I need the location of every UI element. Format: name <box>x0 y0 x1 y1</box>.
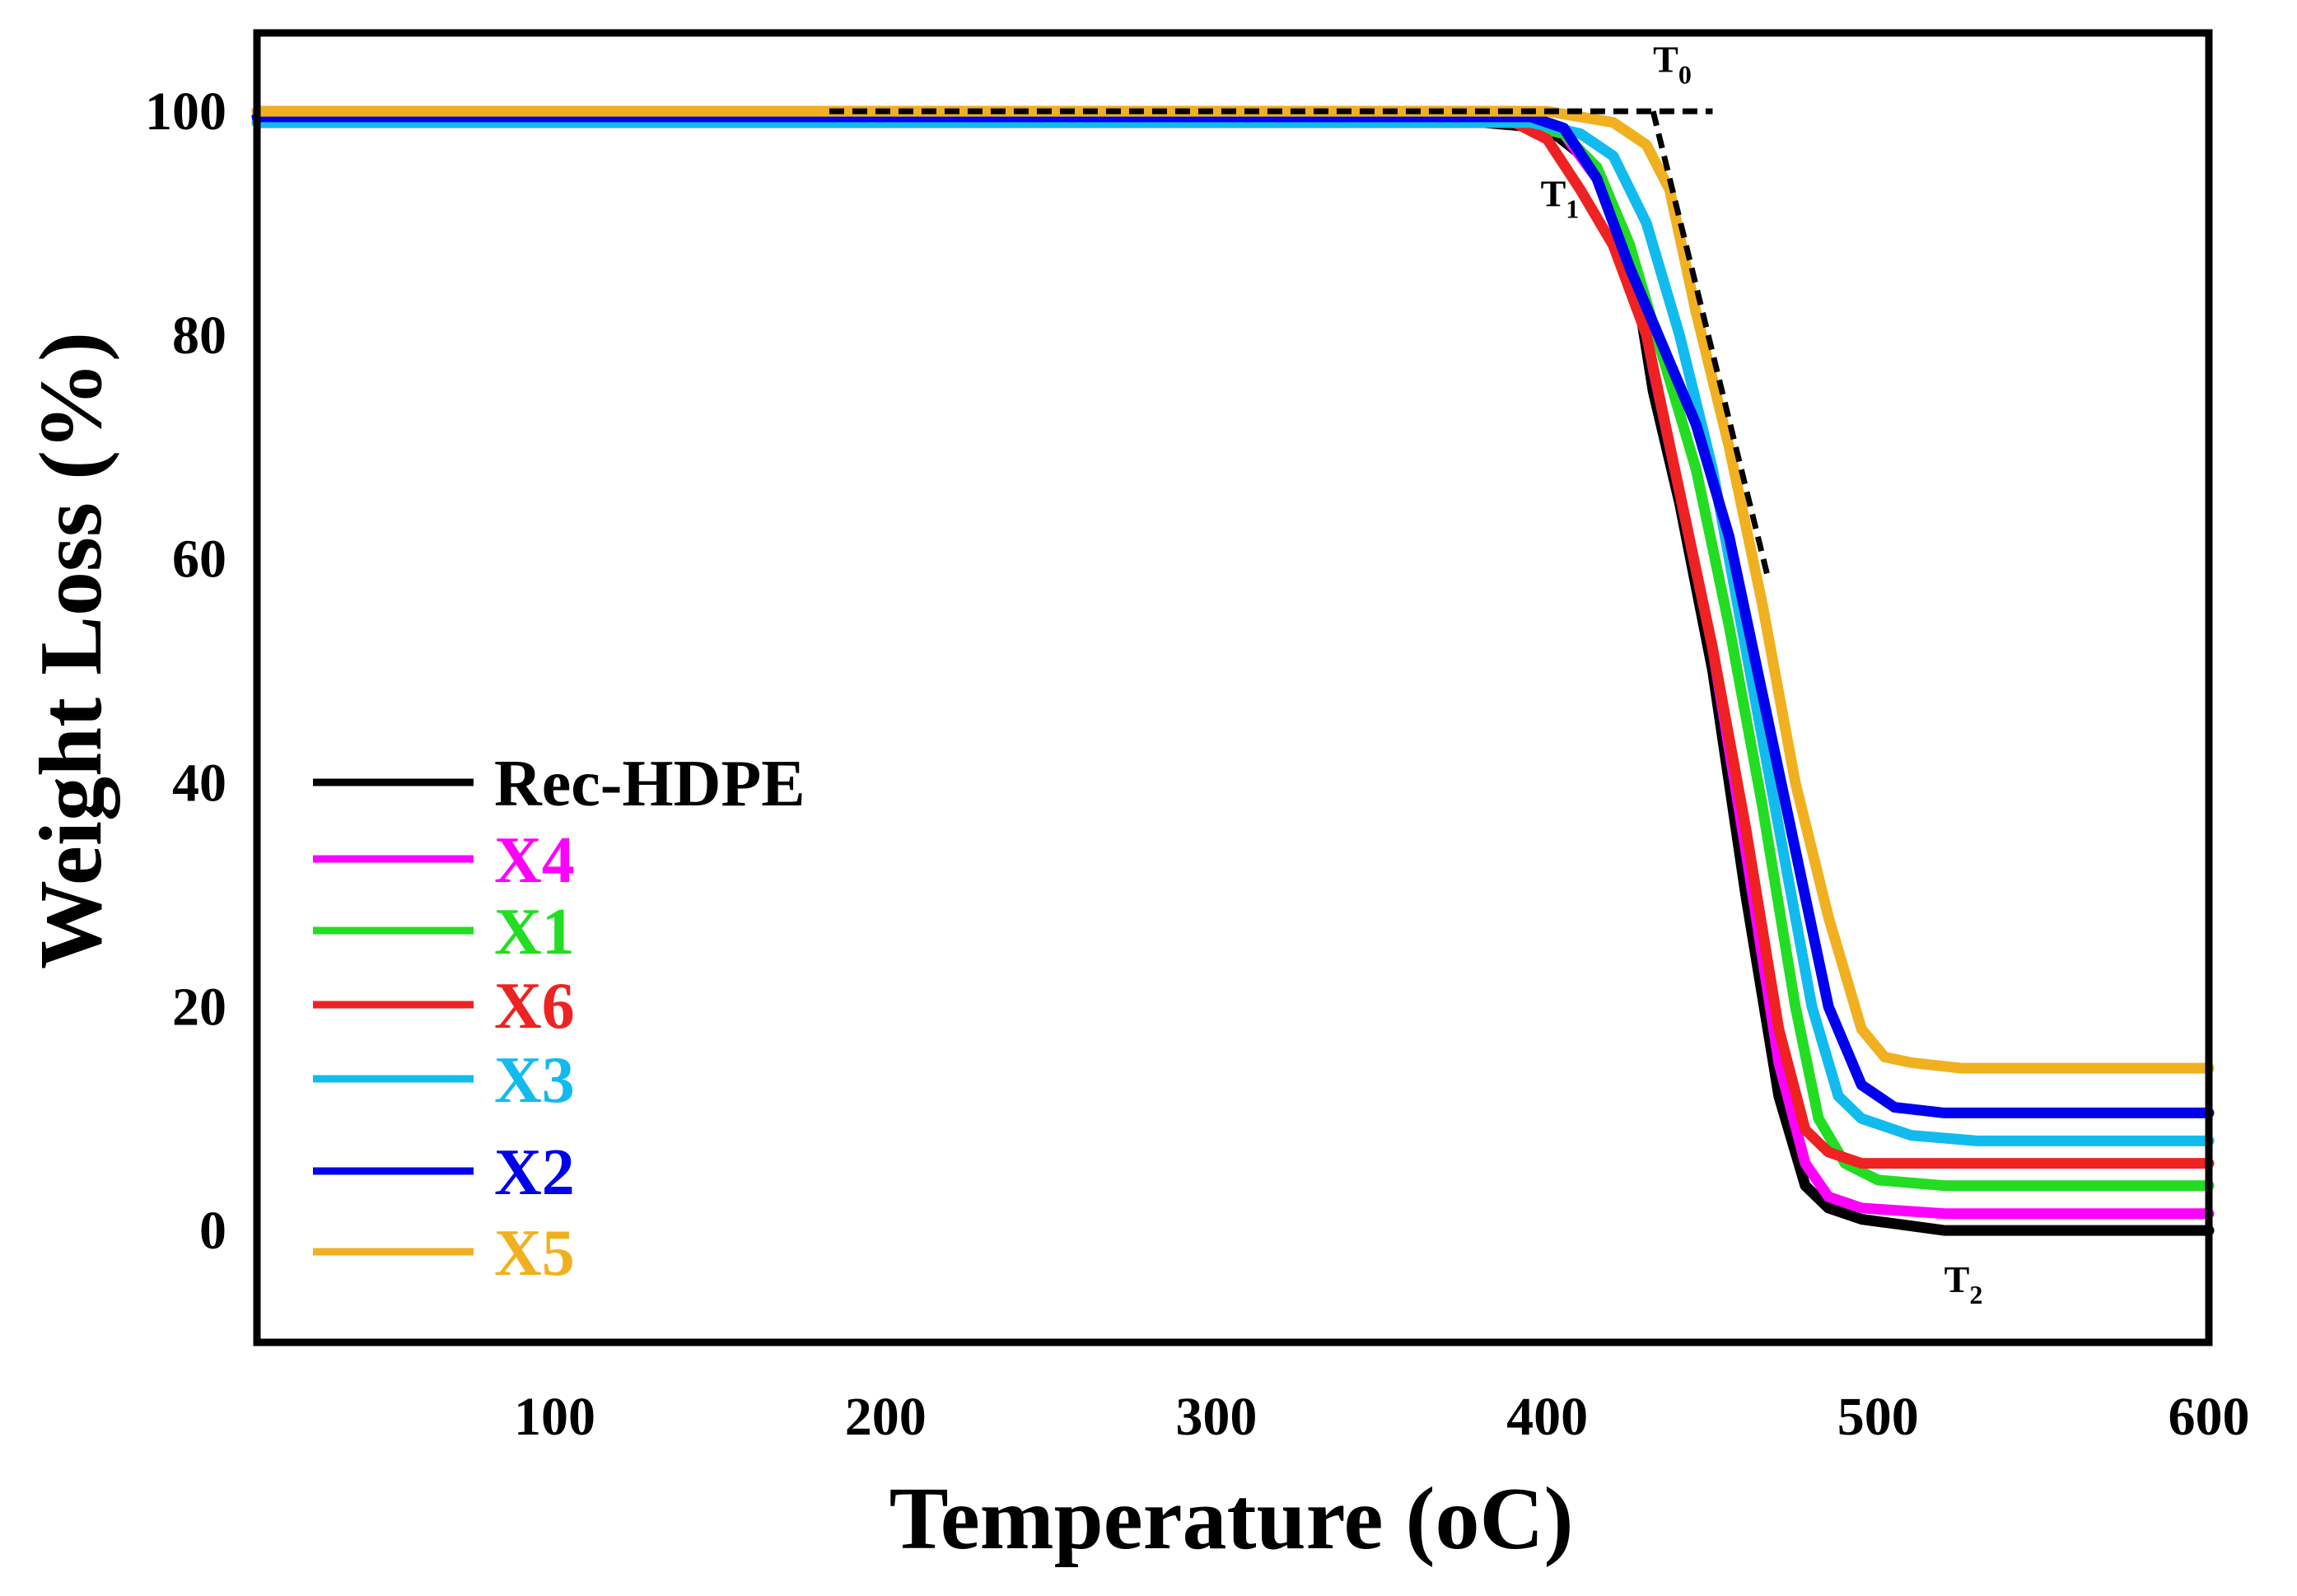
tangent-lines <box>829 108 1772 582</box>
x-axis-title: Temperature (oC) <box>889 1470 1574 1568</box>
series-line-x6 <box>251 117 2215 1169</box>
legend-label-x1: X1 <box>494 896 575 968</box>
tangent-slope <box>1650 110 1772 582</box>
y-tick-label: 60 <box>172 530 226 590</box>
legend-label-x4: X4 <box>494 824 575 897</box>
x-tick-label: 200 <box>845 1387 927 1447</box>
legend-label-x2: X2 <box>494 1136 575 1209</box>
annotation-t1: T1 <box>1541 173 1580 224</box>
series-layer <box>251 105 2215 1236</box>
legend-label-rec-hdpe: Rec-HDPE <box>494 748 805 820</box>
y-tick-label: 80 <box>172 306 226 366</box>
x-axis-label: Temperature <box>889 1470 1384 1568</box>
x-axis-ticks: 100 200 300 400 500 600 <box>514 1387 2249 1447</box>
x-tick-label: 600 <box>2169 1387 2250 1447</box>
x-tick-label: 500 <box>1837 1387 1919 1447</box>
annotations: T0 T1 T2 <box>1541 39 1983 1309</box>
series-line-x2 <box>251 111 2215 1118</box>
annotation-t0: T0 <box>1653 39 1692 90</box>
y-axis-ticks: 0 20 40 60 80 100 <box>145 82 226 1261</box>
x-tick-label: 400 <box>1506 1387 1588 1447</box>
y-tick-label: 0 <box>199 1201 226 1261</box>
annotation-t2: T2 <box>1945 1258 1983 1309</box>
legend-label-x6: X6 <box>494 970 575 1043</box>
legend-label-x3: X3 <box>494 1044 575 1117</box>
y-tick-label: 40 <box>172 754 226 814</box>
x-tick-label: 300 <box>1175 1387 1257 1447</box>
plot-frame <box>253 29 2213 1346</box>
series-line-x5 <box>251 105 2215 1074</box>
y-tick-label: 20 <box>172 977 226 1037</box>
x-tick-label: 100 <box>514 1387 595 1447</box>
legend-label-x5: X5 <box>494 1217 575 1290</box>
y-tick-label: 100 <box>145 82 226 142</box>
series-line-x3 <box>251 117 2215 1146</box>
x-axis-unit: (oC) <box>1405 1470 1573 1568</box>
y-axis-title: Weight Loss (%) <box>22 332 120 969</box>
